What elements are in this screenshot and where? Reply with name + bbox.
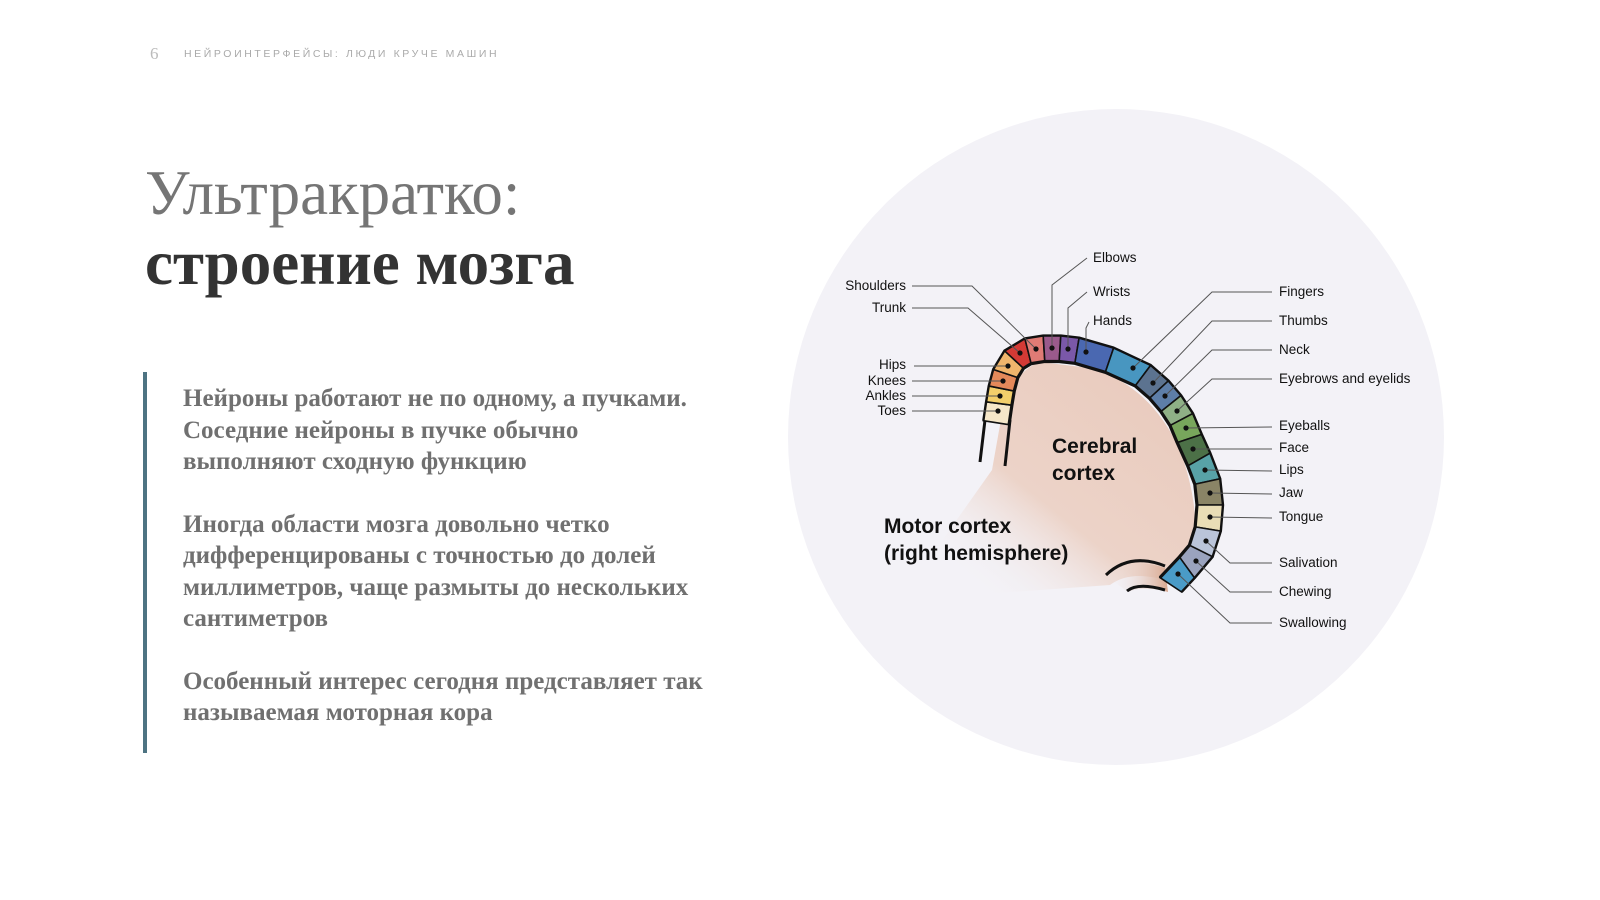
region-label: Hands: [1093, 313, 1132, 328]
region-dot: [1017, 350, 1023, 356]
cortex-label-1: Cerebral: [1052, 435, 1137, 458]
cortex-outer-edge: [1007, 359, 1199, 579]
region-dot: [1207, 514, 1213, 520]
region-label: Knees: [868, 373, 907, 388]
region-label: Toes: [877, 403, 906, 418]
region-dot: [995, 408, 1001, 414]
region-dot: [1005, 363, 1011, 369]
cerebral-cortex-area: [900, 362, 1196, 600]
region-label: Swallowing: [1279, 615, 1347, 630]
region-label: Lips: [1279, 462, 1304, 477]
region-dot: [1174, 408, 1180, 414]
region-dot: [1130, 365, 1136, 371]
leader-line: [912, 285, 1037, 350]
region-dot: [1190, 446, 1196, 452]
region-label: Face: [1279, 440, 1309, 455]
paragraph: Нейроны работают не по одному, а пуч­кам…: [183, 385, 687, 475]
leader-line: [1176, 378, 1272, 412]
slide-title: Ультракратко: строение мозга: [145, 158, 575, 298]
leader-line: [1164, 349, 1272, 397]
region-label: Ankles: [865, 388, 906, 403]
leader-line: [1185, 426, 1273, 429]
cortex-stem: [978, 419, 1012, 467]
title-line-1: Ультракратко:: [145, 158, 521, 228]
region-label: Wrists: [1093, 284, 1130, 299]
accent-bar: [143, 372, 147, 753]
motor-label-2: (right hemisphere): [884, 542, 1068, 565]
leader-line: [1051, 257, 1088, 348]
leader-line: [1132, 291, 1272, 369]
region-label: Thumbs: [1279, 313, 1328, 328]
paragraph: Иногда области мозга довольно четко дифф…: [183, 510, 689, 633]
region-label: Hips: [879, 357, 906, 372]
region-label: Salivation: [1279, 555, 1338, 570]
paragraph: Особенный интерес сегодня представляет т…: [183, 667, 703, 727]
region-dot: [1049, 345, 1055, 351]
region-label: Eyeballs: [1279, 418, 1330, 433]
leader-line: [1085, 321, 1090, 352]
motor-label-1: Motor cortex: [884, 515, 1012, 538]
region-label: Elbows: [1093, 250, 1137, 265]
cortex-fold-outline: [1104, 559, 1166, 593]
region-label: Chewing: [1279, 584, 1332, 599]
body-text: Нейроны работают не по одному, а пуч­кам…: [183, 383, 703, 760]
region-dot: [1000, 378, 1006, 384]
leader-line: [1209, 516, 1273, 519]
region-dot: [1150, 380, 1156, 386]
cortex-label-2: cortex: [1052, 462, 1115, 485]
region-label: Eyebrows and eyelids: [1279, 371, 1411, 386]
lower-fold: [1106, 563, 1168, 592]
region-dot: [1203, 538, 1209, 544]
leader-line: [1195, 560, 1272, 593]
page-number: 6: [150, 44, 159, 63]
region-dot: [1202, 467, 1208, 473]
region-label: Neck: [1279, 342, 1310, 357]
region-dot: [1162, 393, 1168, 399]
leader-line: [1204, 469, 1273, 472]
region-label: Shoulders: [845, 278, 906, 293]
region-label: Fingers: [1279, 284, 1324, 299]
leader-line: [1209, 492, 1273, 495]
region-dot: [1175, 571, 1181, 577]
region-dot: [1033, 346, 1039, 352]
region-dot: [1065, 346, 1071, 352]
region-dot: [1083, 349, 1089, 355]
slide-header: 6 НЕЙРОИНТЕРФЕЙСЫ: ЛЮДИ КРУЧЕ МАШИН: [150, 44, 499, 64]
leader-line: [912, 307, 1021, 354]
leader-line: [1152, 320, 1272, 384]
region-dot: [1193, 558, 1199, 564]
cortex-inner-edge: [982, 334, 1225, 593]
region-label: Trunk: [872, 300, 906, 315]
leader-line: [1067, 291, 1088, 349]
region-dot: [1183, 425, 1189, 431]
region-dot: [1207, 490, 1213, 496]
region-label: Jaw: [1279, 485, 1303, 500]
deck-title: НЕЙРОИНТЕРФЕЙСЫ: ЛЮДИ КРУЧЕ МАШИН: [184, 48, 500, 60]
leader-line: [1205, 540, 1272, 564]
region-label: Tongue: [1279, 509, 1323, 524]
region-dot: [997, 393, 1003, 399]
leader-line: [1177, 573, 1272, 624]
title-line-2: строение мозга: [145, 228, 575, 298]
